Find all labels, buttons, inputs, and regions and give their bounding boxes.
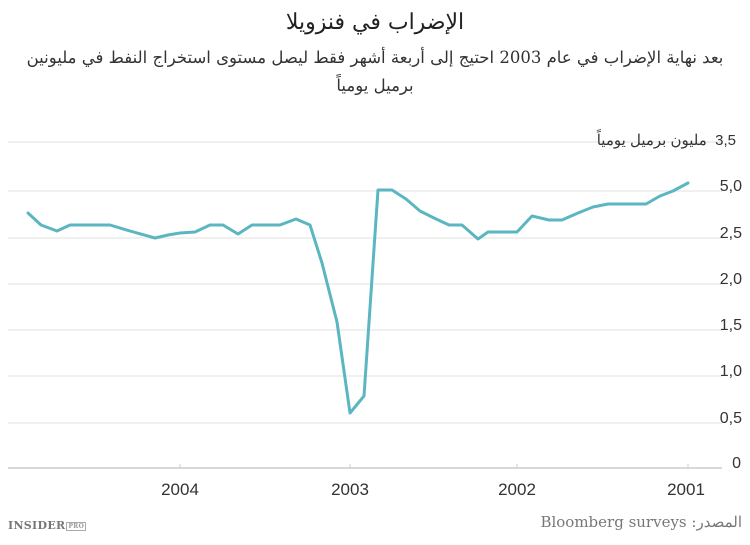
x-axis-ticks bbox=[179, 464, 689, 468]
source-note: المصدر: Bloomberg surveys bbox=[540, 513, 742, 531]
y-axis-unit-label: 3,5 مليون برميل يومياً bbox=[596, 132, 736, 149]
y-tick-label: 2,0 bbox=[719, 271, 742, 288]
y-tick-label: 5,0 bbox=[719, 178, 742, 195]
insider-logo: INSIDER PRO bbox=[8, 519, 87, 532]
y-tick-label: 1,0 bbox=[719, 363, 742, 380]
gridlines bbox=[8, 141, 722, 424]
data-line bbox=[26, 181, 690, 415]
x-tick-label: 2002 bbox=[498, 480, 536, 499]
x-tick-label: 2003 bbox=[331, 480, 369, 499]
y-tick-label: 1,5 bbox=[719, 317, 742, 334]
chart-title: الإضراب في فنزويلا bbox=[285, 10, 465, 35]
y-tick-label: 0 bbox=[732, 455, 741, 472]
x-tick-label: 2004 bbox=[161, 480, 199, 499]
chart-subtitle: بعد نهاية الإضراب في عام 2003 احتيج إلى … bbox=[26, 48, 724, 95]
x-tick-label: 2001 bbox=[667, 480, 705, 499]
y-tick-label: 0,5 bbox=[719, 410, 742, 427]
y-tick-label: 2,5 bbox=[719, 225, 742, 242]
